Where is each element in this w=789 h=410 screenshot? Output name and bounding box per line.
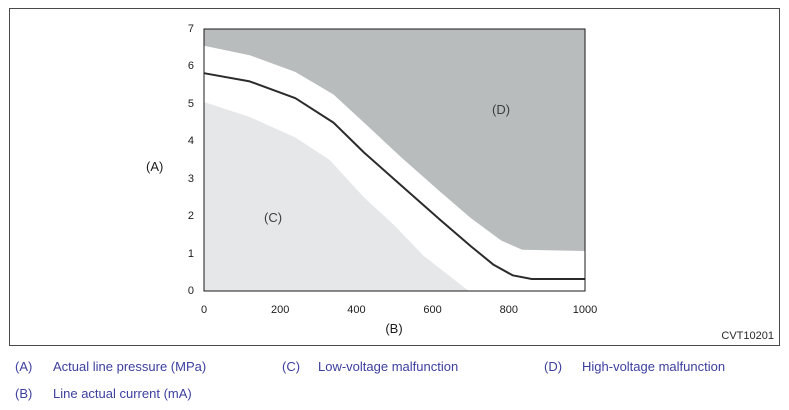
legend-key-d: (D)	[544, 359, 563, 374]
y-tick-label: 5	[187, 97, 194, 110]
x-axis-label: (B)	[385, 321, 403, 336]
x-tick-label: 1000	[572, 304, 598, 316]
legend-key-b: (B)	[15, 386, 33, 401]
legend-key-a: (A)	[15, 359, 33, 374]
x-tick-label: 0	[200, 304, 208, 316]
legend-key-c: (C)	[282, 359, 301, 374]
low-voltage-region	[204, 102, 469, 291]
legend-text-d: High-voltage malfunction	[582, 359, 726, 374]
x-tick-label: 200	[271, 304, 290, 316]
pressure-current-chart	[203, 28, 586, 292]
legend-text-c: Low-voltage malfunction	[318, 359, 459, 374]
y-tick-label: 4	[187, 135, 194, 148]
x-tick-label: 400	[347, 304, 366, 316]
x-tick-label: 800	[499, 304, 518, 316]
plot-border	[203, 28, 586, 292]
high-voltage-region-label: (D)	[492, 102, 511, 117]
y-tick-label: 1	[187, 247, 194, 260]
y-tick-label: 6	[187, 60, 194, 73]
y-tick-label: 0	[187, 285, 194, 297]
y-tick-label: 3	[187, 172, 194, 185]
legend-text-b: Line actual current (mA)	[53, 386, 192, 401]
figure-code: CVT10201	[721, 330, 774, 342]
legend-text-a: Actual line pressure (MPa)	[53, 359, 207, 374]
y-tick-label: 7	[187, 23, 194, 35]
low-voltage-region-label: (C)	[264, 210, 283, 225]
x-tick-label: 600	[423, 304, 442, 316]
threshold-curve	[203, 72, 585, 280]
high-voltage-region	[204, 29, 585, 251]
y-axis-label: (A)	[146, 159, 164, 174]
y-tick-label: 2	[187, 210, 194, 223]
figure-frame: 7 6 5 4 3 2 1 0 0 200 400 600 800 1000 (…	[9, 8, 780, 346]
